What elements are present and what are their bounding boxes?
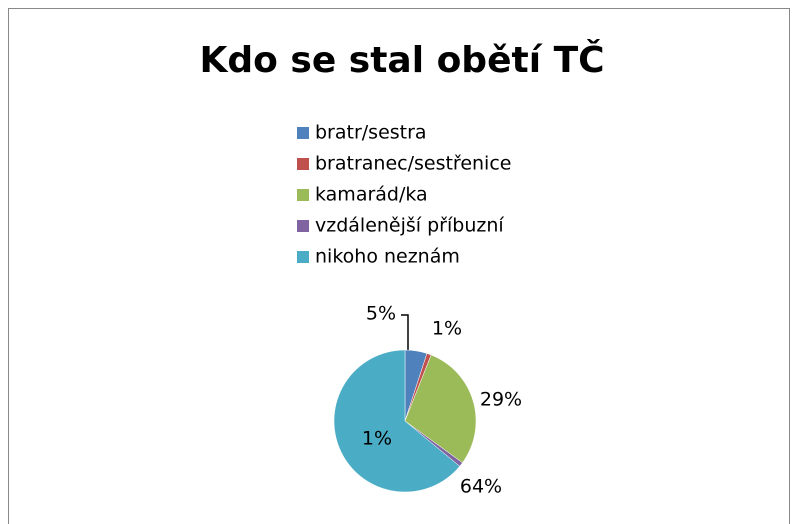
legend-swatch xyxy=(297,220,309,232)
data-label: 64% xyxy=(460,476,502,498)
legend-swatch xyxy=(297,158,309,170)
chart-title: Kdo se stal obětí TČ xyxy=(199,39,604,81)
legend-label: bratr/sestra xyxy=(315,122,427,144)
legend-swatch xyxy=(297,127,309,139)
data-label: 1% xyxy=(362,428,392,450)
legend-label: kamarád/ka xyxy=(315,184,428,206)
pie-slice xyxy=(404,354,477,464)
data-label: 1% xyxy=(432,318,462,340)
legend-label: bratranec/sestřenice xyxy=(315,153,511,175)
data-label: 5% xyxy=(366,303,396,325)
leader-line xyxy=(401,314,409,351)
legend-swatch xyxy=(297,189,309,201)
legend-label: vzdálenější příbuzní xyxy=(315,215,504,237)
legend-label: nikoho neznám xyxy=(315,246,460,268)
data-label: 29% xyxy=(480,389,522,411)
pie-slice xyxy=(333,349,461,493)
legend-swatch xyxy=(297,251,309,263)
